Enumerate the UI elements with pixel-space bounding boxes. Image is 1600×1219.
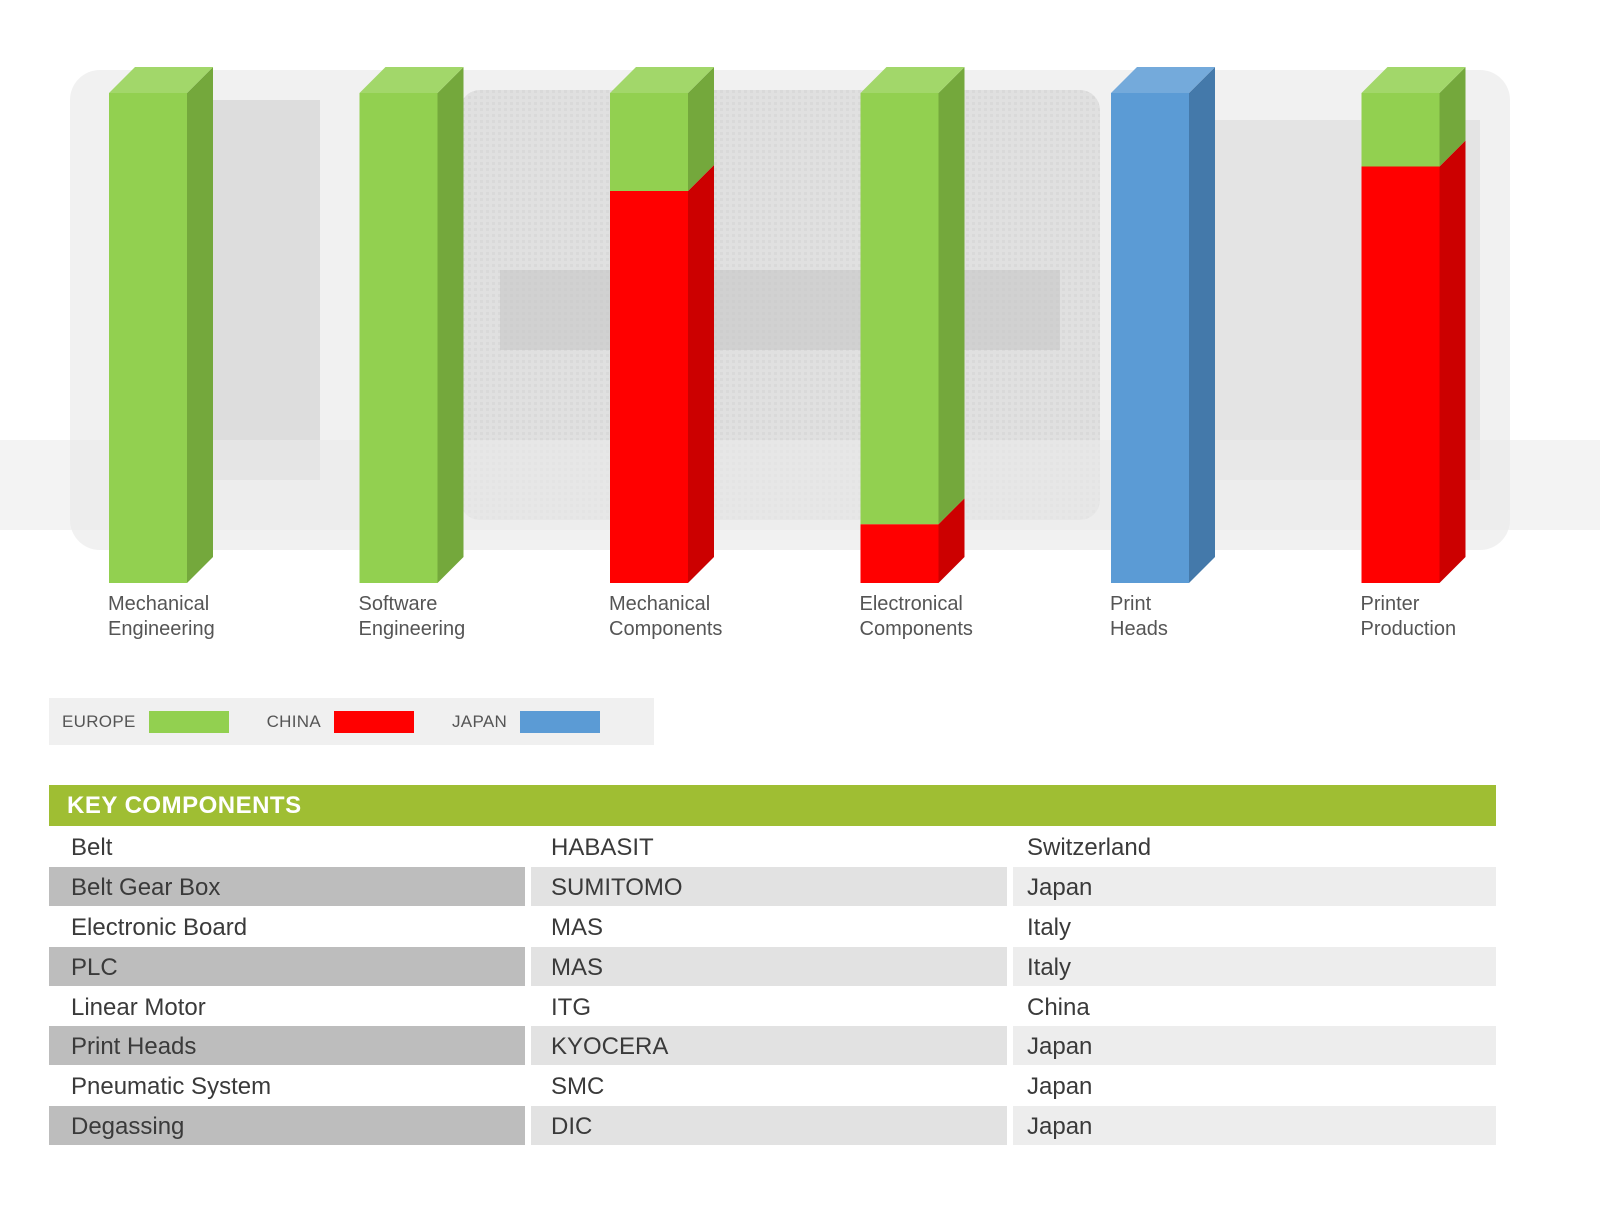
table-row: Pneumatic System SMC Japan bbox=[49, 1066, 1496, 1105]
bar-segment-europe-3 bbox=[860, 93, 939, 525]
table-cell-component: Pneumatic System bbox=[71, 1073, 272, 1101]
bar-segment-europe-1 bbox=[359, 93, 438, 583]
table-cell-supplier: SUMITOMO bbox=[531, 866, 1007, 906]
bar-top-2 bbox=[610, 67, 714, 93]
bar-side-europe-5 bbox=[1439, 67, 1466, 167]
bar-top-1 bbox=[359, 67, 464, 93]
table-row: Print Heads KYOCERA Japan bbox=[49, 1026, 1496, 1066]
category-label-4: Print Heads bbox=[1110, 593, 1168, 640]
key-components-table: Belt HABASIT Switzerland Belt Gear Box SUMIT… bbox=[49, 827, 1496, 1146]
table-cell-supplier: KYOCERA bbox=[531, 1026, 1007, 1066]
category-label-5: Printer Production bbox=[1360, 593, 1457, 640]
bar-top-4 bbox=[1111, 67, 1215, 93]
table-cell-country: Japan bbox=[1027, 1073, 1093, 1101]
bar-segment-europe-0 bbox=[109, 93, 187, 583]
table-row: Degassing DIC Japan bbox=[49, 1106, 1496, 1146]
bar-top-0 bbox=[109, 67, 213, 93]
legend-item-china: CHINA bbox=[266, 710, 414, 733]
table-cell-supplier: HABASIT bbox=[551, 834, 654, 861]
bar-side-china-2 bbox=[688, 165, 714, 583]
bar-segment-japan-4 bbox=[1111, 93, 1189, 583]
table-cell-country: Italy bbox=[1027, 913, 1072, 941]
chart-legend: EUROPE CHINA JAPAN bbox=[49, 698, 654, 745]
chart-canvas bbox=[0, 67, 1600, 583]
table-cell-supplier: ITG bbox=[551, 993, 591, 1021]
legend-swatch-china bbox=[334, 710, 414, 733]
table-cell-supplier: DIC bbox=[531, 1106, 1007, 1146]
category-label-0: Mechanical Engineering bbox=[108, 593, 215, 640]
legend-swatch-japan bbox=[520, 710, 601, 733]
legend-label: EUROPE bbox=[62, 711, 136, 731]
key-components-header: KEY COMPONENTS bbox=[49, 785, 1496, 826]
bar-side-japan-4 bbox=[1189, 67, 1215, 583]
table-cell-component: Print Heads bbox=[49, 1026, 525, 1066]
table-cell-component: Degassing bbox=[49, 1106, 525, 1146]
bar-top-3 bbox=[860, 67, 965, 93]
table-cell-supplier: MAS bbox=[531, 946, 1007, 986]
bar-side-china-5 bbox=[1439, 140, 1466, 583]
bar-side-europe-3 bbox=[938, 67, 965, 525]
bar-side-china-3 bbox=[938, 498, 965, 583]
category-label-3: Electronical Components bbox=[859, 593, 973, 640]
category-label-2: Mechanical Components bbox=[609, 593, 723, 640]
bar-segment-china-2 bbox=[610, 191, 688, 583]
table-row: Belt Gear Box SUMITOMO Japan bbox=[49, 866, 1496, 906]
table-cell-component: Linear Motor bbox=[71, 993, 206, 1021]
bar-segment-europe-2 bbox=[610, 93, 688, 191]
stacked-bar-chart: Mechanical Engineering Software Engineeri… bbox=[0, 67, 1600, 640]
bar-side-europe-1 bbox=[437, 67, 464, 583]
table-cell-country: Japan bbox=[1013, 866, 1496, 906]
table-cell-component: Belt Gear Box bbox=[49, 866, 525, 906]
background-machine-image bbox=[0, 70, 1600, 550]
table-cell-country: Switzerland bbox=[1027, 834, 1152, 861]
legend-item-europe: EUROPE bbox=[62, 710, 229, 733]
table-cell-supplier: MAS bbox=[551, 913, 604, 941]
table-cell-component: PLC bbox=[49, 946, 525, 986]
bar-side-europe-0 bbox=[187, 67, 213, 583]
table-cell-supplier: SMC bbox=[551, 1073, 605, 1101]
table-row: Electronic Board MAS Italy bbox=[49, 907, 1496, 946]
table-cell-country: Japan bbox=[1013, 1026, 1496, 1066]
legend-swatch-europe bbox=[148, 710, 229, 733]
table-cell-country: China bbox=[1027, 993, 1090, 1021]
legend-label: JAPAN bbox=[452, 711, 508, 731]
table-row: Linear Motor ITG China bbox=[49, 987, 1496, 1026]
table-cell-component: Electronic Board bbox=[71, 913, 248, 941]
legend-item-japan: JAPAN bbox=[452, 710, 601, 733]
table-cell-country: Japan bbox=[1013, 1106, 1496, 1146]
bar-segment-china-3 bbox=[860, 524, 939, 583]
table-cell-component: Belt bbox=[71, 834, 113, 861]
table-row: Belt HABASIT Switzerland bbox=[49, 827, 1496, 866]
bar-segment-china-5 bbox=[1361, 166, 1440, 583]
bar-top-5 bbox=[1361, 67, 1466, 93]
bar-side-europe-2 bbox=[688, 67, 714, 191]
bar-segment-europe-5 bbox=[1361, 93, 1440, 167]
table-row: PLC MAS Italy bbox=[49, 946, 1496, 986]
legend-label: CHINA bbox=[266, 711, 321, 731]
table-cell-country: Italy bbox=[1013, 946, 1496, 986]
category-label-1: Software Engineering bbox=[358, 593, 466, 640]
